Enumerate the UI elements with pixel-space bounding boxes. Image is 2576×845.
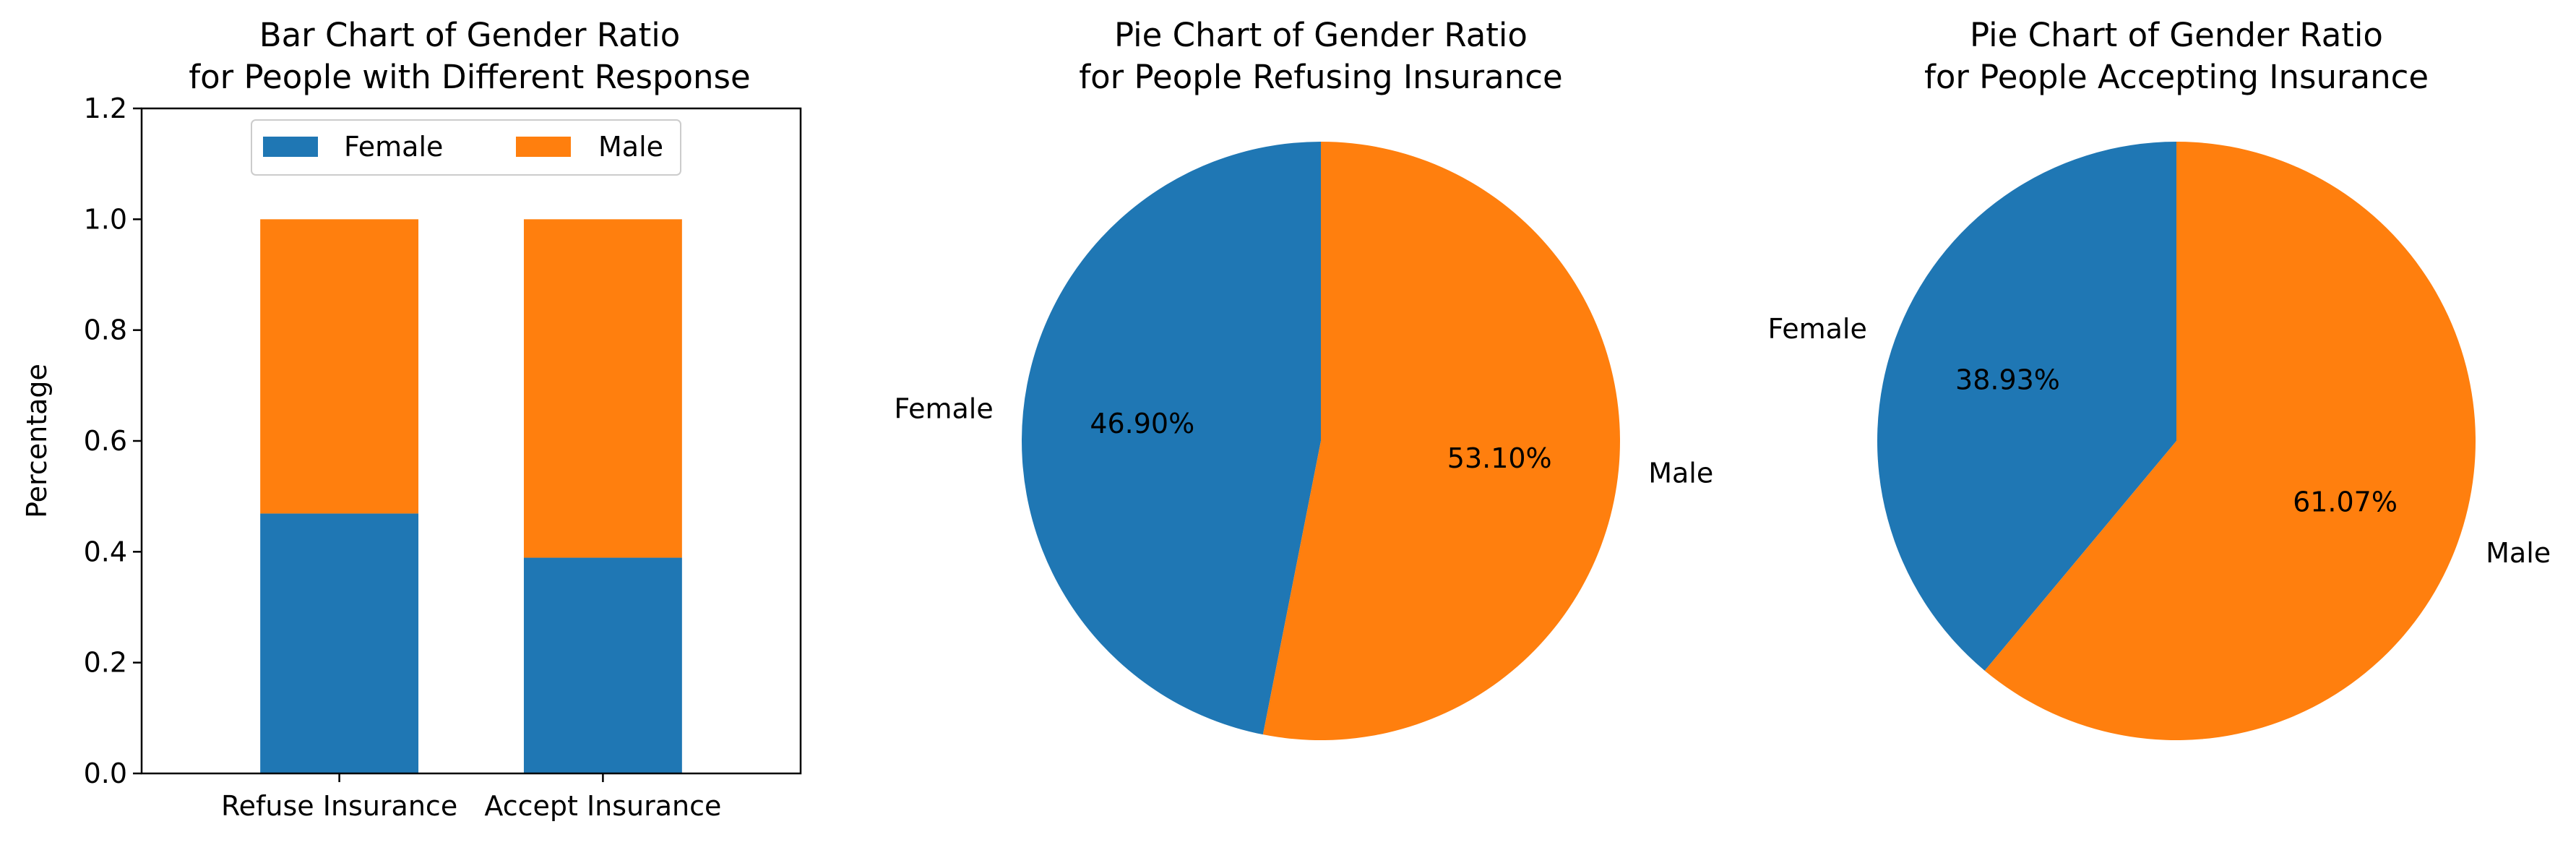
pie-accepting-title-line-1: Pie Chart of Gender Ratio <box>1970 16 2383 54</box>
legend-label-male: Male <box>598 131 663 163</box>
legend-swatch-female <box>263 137 318 157</box>
pie-refusing-percent-male: 53.10% <box>1447 442 1552 474</box>
bar-y-tick-label: 0.4 <box>84 536 127 567</box>
bar-x-ticks: Refuse Insurance Accept Insurance <box>221 773 721 822</box>
bar-y-tick-label: 0.0 <box>84 758 127 789</box>
bar-male-accept <box>523 219 682 558</box>
bar-x-tick-label: Refuse Insurance <box>221 790 457 822</box>
pie-accepting-label-male: Male <box>2486 537 2551 569</box>
bar-female-accept <box>523 557 682 773</box>
legend-label-female: Female <box>344 131 443 163</box>
bar-y-tick-label: 1.2 <box>84 93 127 124</box>
legend-swatch-male <box>516 137 571 157</box>
pie-accepting-percent-male: 61.07% <box>2293 486 2398 518</box>
bar-legend: Female Male <box>251 119 681 176</box>
pie-accepting-slice-female <box>1877 142 2176 671</box>
pie-refusing-slice-female <box>1021 142 1321 735</box>
bar-y-tick-label: 0.8 <box>84 314 127 346</box>
bar-y-ticks: 0.0 0.2 0.4 0.6 0.8 1.0 1.2 <box>84 93 142 789</box>
bar-bars <box>260 219 682 773</box>
pie-accepting-labels: Female 38.93% Male 61.07% <box>1767 313 2551 569</box>
bar-chart-title-line-1: Bar Chart of Gender Ratio <box>259 16 681 54</box>
pie-chart-refusing: Pie Chart of Gender Ratio for People Ref… <box>894 16 1713 740</box>
bar-y-tick-label: 0.2 <box>84 647 127 679</box>
bar-plot-frame <box>140 107 802 775</box>
bar-y-tick-label: 1.0 <box>84 203 127 235</box>
bar-y-axis-label: Percentage <box>21 364 53 518</box>
bar-male-refuse <box>260 219 419 514</box>
pie-refusing-slice-male <box>1262 142 1620 740</box>
pie-refusing-label-male: Male <box>1648 457 1713 489</box>
legend-frame <box>251 119 681 176</box>
pie-refusing-slices <box>1021 142 1620 740</box>
bar-female-refuse <box>260 513 419 773</box>
pie-accepting-title-line-2: for People Accepting Insurance <box>1924 58 2429 96</box>
pie-refusing-title-line-2: for People Refusing Insurance <box>1079 58 1562 96</box>
bar-chart: Bar Chart of Gender Ratio for People wit… <box>21 16 802 822</box>
bar-chart-title-line-2: for People with Different Response <box>189 58 750 96</box>
pie-accepting-label-female: Female <box>1767 313 1866 345</box>
pie-accepting-slices <box>1877 142 2476 740</box>
pie-refusing-labels: Female 46.90% Male 53.10% <box>894 393 1713 489</box>
pie-accepting-slice-male <box>1984 142 2476 740</box>
pie-chart-accepting: Pie Chart of Gender Ratio for People Acc… <box>1767 16 2551 740</box>
bar-x-tick-label: Accept Insurance <box>484 790 721 822</box>
bar-y-tick-label: 0.6 <box>84 425 127 457</box>
pie-refusing-label-female: Female <box>894 393 993 425</box>
pie-refusing-percent-female: 46.90% <box>1090 408 1194 439</box>
pie-accepting-percent-female: 38.93% <box>1955 364 2060 395</box>
pie-refusing-title-line-1: Pie Chart of Gender Ratio <box>1114 16 1528 54</box>
